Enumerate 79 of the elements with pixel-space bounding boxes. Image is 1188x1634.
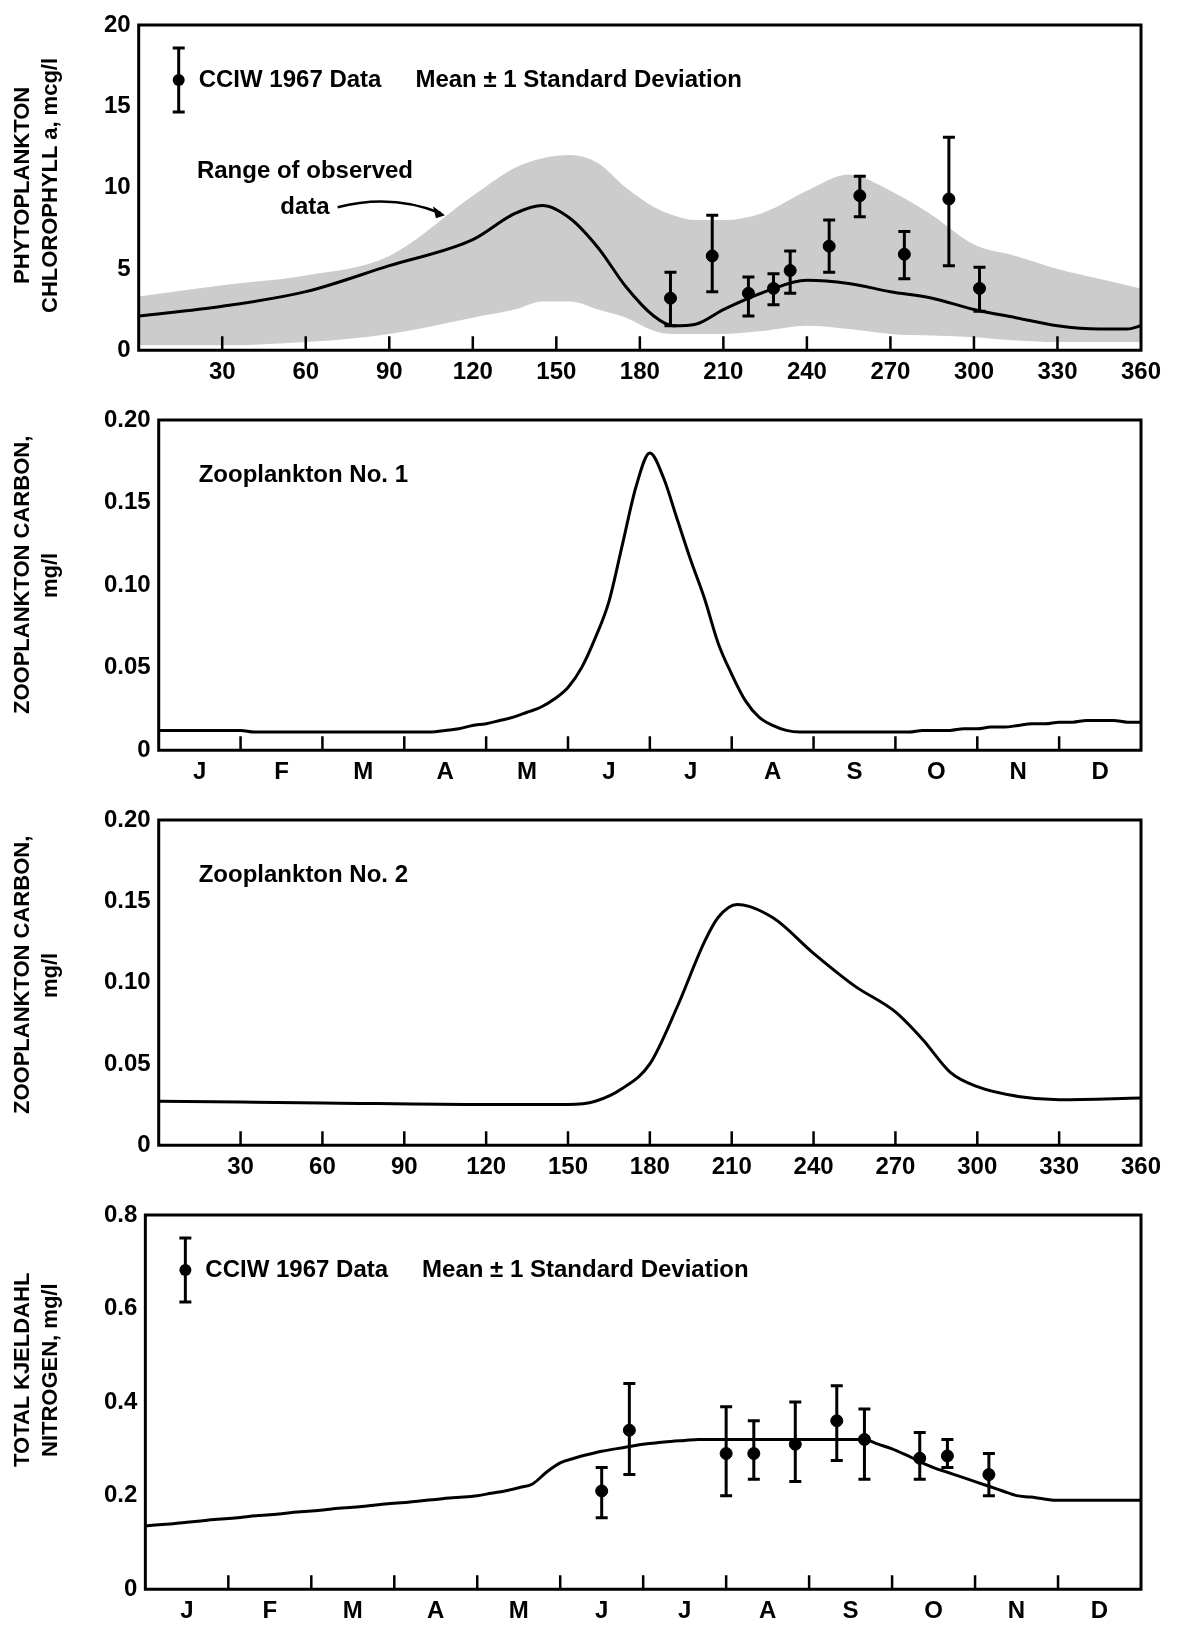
y-tick-label: 0.4	[103, 1386, 138, 1414]
y-tick-label: 15	[103, 90, 131, 118]
y-tick-label: 10	[103, 172, 131, 200]
x-tick-label: M	[342, 1596, 363, 1624]
y-tick-label: 0.05	[103, 652, 151, 680]
x-tick-label: O	[924, 1596, 943, 1624]
legend-label: CCIW 1967 Data	[198, 64, 383, 92]
text: Zooplankton No. 2	[198, 859, 409, 887]
x-tick-label: N	[1009, 757, 1027, 785]
x-tick-label: 120	[466, 1152, 507, 1180]
x-tick-label: N	[1007, 1596, 1026, 1624]
x-tick-label: D	[1091, 757, 1109, 785]
x-tick-label: 90	[375, 357, 403, 385]
y-tick-label: 0	[137, 734, 151, 762]
x-tick-label: A	[427, 1596, 445, 1624]
x-tick-label: J	[180, 1596, 194, 1624]
x-tick-label: A	[758, 1596, 777, 1624]
y-axis-title: ZOOPLANKTON CARBON, mg/l	[8, 434, 63, 717]
y-tick-label: 0.20	[103, 804, 151, 832]
y-tick-label: 0.2	[103, 1480, 138, 1508]
x-tick-label: 30	[208, 357, 236, 385]
y-tick-label: 0	[137, 1129, 151, 1157]
y-tick-label: 0.05	[103, 1048, 151, 1076]
legend-label: CCIW 1967 Data	[205, 1254, 389, 1282]
x-tick-label: M	[508, 1596, 529, 1624]
x-tick-label: F	[262, 1596, 278, 1624]
x-tick-label: J	[192, 757, 207, 785]
x-tick-label: F	[274, 757, 289, 785]
x-tick-label: S	[846, 757, 863, 785]
x-tick-label: D	[1090, 1596, 1109, 1624]
y-tick-label: 0.15	[103, 885, 151, 913]
x-tick-label: 240	[786, 357, 827, 385]
x-tick-label: M	[353, 757, 374, 785]
x-tick-label: 360	[1120, 357, 1162, 385]
x-tick-label: 210	[711, 1152, 752, 1180]
x-tick-label: 210	[703, 357, 744, 385]
x-tick-label: J	[595, 1596, 609, 1624]
x-tick-label: J	[684, 757, 698, 785]
x-tick-label: 300	[957, 1152, 998, 1180]
x-tick-label: S	[842, 1596, 859, 1624]
x-tick-label: 270	[870, 357, 911, 385]
y-tick-label: 0.8	[103, 1199, 138, 1227]
x-tick-label: 270	[875, 1152, 916, 1180]
x-tick-label: 30	[227, 1152, 254, 1180]
y-tick-label: 5	[117, 253, 131, 281]
x-tick-label: 90	[390, 1152, 418, 1180]
y-tick-label: 0	[117, 334, 131, 362]
x-tick-label: A	[436, 757, 454, 785]
y-axis-title: TOTAL KJELDAHL NITROGEN, mg/l	[8, 1271, 63, 1470]
x-tick-label: 60	[309, 1152, 336, 1180]
y-tick-label: 0.10	[103, 569, 151, 597]
y-axis-title: PHYTOPLANKTON CHLOROPHYLL a, mcg/l	[8, 56, 63, 315]
x-tick-label: A	[763, 757, 782, 785]
x-tick-label: 120	[452, 357, 493, 385]
y-tick-label: 0	[124, 1573, 138, 1601]
text: Zooplankton No. 1	[198, 459, 409, 487]
x-tick-label: 330	[1037, 357, 1078, 385]
annotation: Mean ± 1 Standard Deviation	[415, 64, 742, 92]
x-tick-label: J	[677, 1596, 692, 1624]
y-tick-label: 0.10	[103, 967, 151, 995]
x-tick-label: J	[602, 757, 616, 785]
y-tick-label: 20	[103, 9, 131, 37]
y-tick-label: 0.15	[103, 487, 151, 515]
x-tick-label: 180	[629, 1152, 670, 1180]
y-tick-label: 0.20	[103, 404, 151, 432]
annotation: Mean ± 1 Standard Deviation	[422, 1254, 749, 1282]
x-tick-label: 60	[292, 357, 320, 385]
x-tick-label: M	[517, 757, 538, 785]
x-tick-label: 330	[1039, 1152, 1080, 1180]
x-tick-label: 180	[619, 357, 660, 385]
x-tick-label: O	[927, 757, 946, 785]
x-tick-label: 300	[953, 357, 994, 385]
y-axis-title: ZOOPLANKTON CARBON, mg/l	[8, 834, 63, 1117]
x-tick-label: 150	[547, 1152, 589, 1180]
x-tick-label: 150	[536, 357, 577, 385]
y-tick-label: 0.6	[103, 1293, 138, 1321]
x-tick-label: 360	[1120, 1152, 1162, 1180]
annotation: Range of observed data	[196, 155, 413, 219]
x-tick-label: 240	[793, 1152, 834, 1180]
